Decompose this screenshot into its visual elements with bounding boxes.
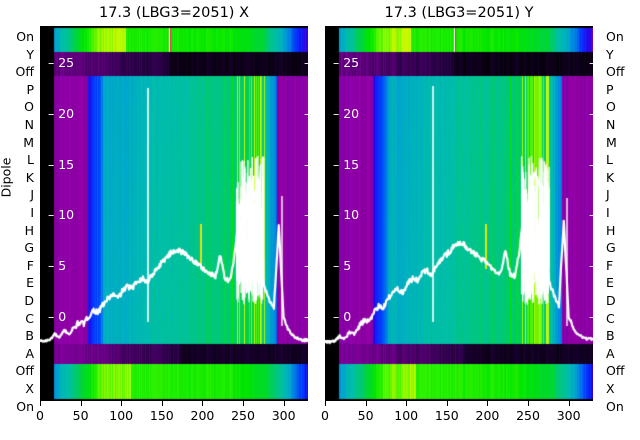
x-axis-tick-label: 0 <box>36 408 44 423</box>
y-axis-labels-left: On Y Off P O N M L K J I H G F E D C B A Off X On <box>2 26 36 412</box>
heatmap-panel-right: – 25– 20– 15– 10– 5– 0 – 25– 20– 15– 10–… <box>325 26 593 401</box>
y-axis-tick-label: I <box>30 205 34 220</box>
x-axis-tick-label: 300 <box>271 408 296 423</box>
x-axis-right: 0 50 100 150 200 250 300 <box>321 401 593 437</box>
x-axis-tick <box>40 401 41 406</box>
y-axis-tick-label: C <box>25 310 34 326</box>
y-axis-tick-label: On <box>16 29 34 44</box>
y-axis-tick-label: A <box>25 345 34 361</box>
y-axis-tick-label: Y <box>26 46 34 62</box>
x-axis-tick <box>121 401 123 406</box>
y-axis-tick-label: On <box>16 398 34 414</box>
y-axis-tick-label: P <box>606 81 614 97</box>
x-axis-tick <box>202 401 204 406</box>
x-axis-tick-label: 0 <box>321 408 329 423</box>
y-axis-tick-label: F <box>606 257 614 273</box>
y-axis-tick-label: A <box>606 345 615 361</box>
y-axis-tick-label: O <box>24 99 34 115</box>
x-axis-tick-label: 250 <box>231 408 255 423</box>
x-axis-tick <box>325 401 326 406</box>
x-axis-tick <box>243 401 245 406</box>
x-axis-tick-label: 250 <box>516 408 540 423</box>
y-axis-tick-label: C <box>606 310 615 326</box>
y-axis-tick-label: G <box>24 240 34 256</box>
y-axis-tick-label: O <box>606 99 616 115</box>
y-axis-tick-label: D <box>24 293 34 308</box>
y-axis-tick-label: F <box>26 257 34 273</box>
x-axis-tick-label: 50 <box>72 408 89 423</box>
x-axis-tick-label: 150 <box>149 408 174 423</box>
x-axis-tick <box>161 401 163 406</box>
heatmap-panel-left: – 25– 20– 15– 10– 5– 0 – 25– 20– 15– 10–… <box>40 26 308 401</box>
x-axis-tick <box>283 401 285 406</box>
y-axis-tick-label: I <box>606 205 610 220</box>
panel-title-right: 17.3 (LBG3=2051) Y <box>384 5 534 21</box>
y-axis-tick-label: Off <box>606 64 625 80</box>
y-axis-tick-label: P <box>26 81 34 97</box>
y-axis-tick-label: H <box>606 222 616 238</box>
y-axis-tick-label: E <box>26 275 34 291</box>
y-axis-tick-label: B <box>606 328 615 344</box>
y-axis-tick-label: H <box>24 222 34 238</box>
x-axis-tick <box>365 401 367 406</box>
y-axis-tick-label: E <box>606 275 614 291</box>
y-axis-tick-label: G <box>606 240 616 256</box>
y-axis-tick-label: M <box>23 134 34 150</box>
y-axis-tick-label: Off <box>606 363 625 379</box>
y-axis-tick-label: J <box>30 187 34 203</box>
y-axis-tick-label: Off <box>15 363 34 379</box>
y-axis-tick-label: L <box>27 152 34 168</box>
x-axis-tick-label: 100 <box>109 408 134 423</box>
x-axis-tick-label: 200 <box>475 408 500 423</box>
panel-title-left: 17.3 (LBG3=2051) X <box>98 5 250 21</box>
x-axis-tick-label: 150 <box>434 408 459 423</box>
y-axis-tick-label: X <box>25 381 34 396</box>
y-axis-tick-label: J <box>606 187 610 203</box>
y-axis-tick-label: D <box>606 293 616 308</box>
y-axis-tick-label: B <box>25 328 34 344</box>
y-axis-tick-label: L <box>606 152 613 168</box>
y-axis-tick-label: Y <box>606 46 614 62</box>
x-axis-left: 0 50 100 150 200 250 300 <box>36 401 308 437</box>
x-axis-tick-label: 200 <box>190 408 215 423</box>
x-axis-tick-label: 300 <box>556 408 581 423</box>
y-axis-tick-label: N <box>24 117 34 132</box>
y-axis-tick-label: Off <box>15 64 34 80</box>
x-axis-tick <box>568 401 570 406</box>
y-axis-tick-label: K <box>606 169 615 185</box>
y-axis-tick-label: X <box>606 381 615 396</box>
x-axis-tick <box>80 401 82 406</box>
y-axis-tick-label: On <box>606 29 624 44</box>
y-axis-labels-right: On Y Off P O N M L K J I H G F E D C B A Off X On <box>604 26 638 412</box>
x-axis-tick-label: 50 <box>357 408 374 423</box>
heatmap-canvas-left <box>40 26 308 401</box>
y-axis-tick-label: M <box>606 134 617 150</box>
x-axis-tick <box>446 401 448 406</box>
x-axis-tick <box>406 401 408 406</box>
x-axis-tick <box>487 401 489 406</box>
x-axis-tick-label: 100 <box>394 408 419 423</box>
y-axis-tick-label: On <box>606 398 624 414</box>
y-axis-tick-label: K <box>25 169 34 185</box>
x-axis-tick <box>528 401 530 406</box>
heatmap-canvas-right <box>325 26 593 401</box>
y-axis-tick-label: N <box>606 117 616 132</box>
